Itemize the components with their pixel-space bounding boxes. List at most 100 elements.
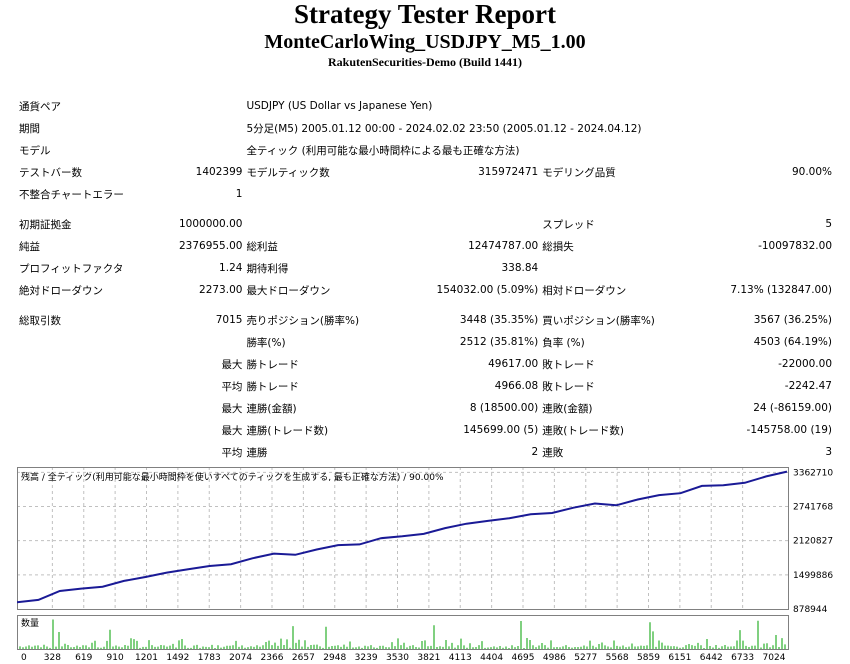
spread-label: スプレッド — [542, 218, 595, 231]
volume-panel-border — [17, 615, 789, 650]
model-label: モデル — [19, 144, 51, 157]
avg-cons-losses-label: 連敗 — [542, 446, 564, 459]
row-model: モデル 全ティック (利用可能な最小時間枠による最も正確な方法) — [17, 139, 834, 161]
avg-win-label: 勝トレード — [246, 380, 299, 393]
model-value: 全ティック (利用可能な最小時間枠による最も正確な方法) — [246, 144, 520, 157]
payoff-label: 期待利得 — [246, 262, 289, 275]
largest-loss-label: 敗トレード — [542, 358, 595, 371]
period-value: 5分足(M5) 2005.01.12 00:00 - 2024.02.02 23… — [246, 122, 642, 135]
y-tick-label: 1499886 — [793, 571, 833, 581]
gross-profit-label: 総利益 — [246, 240, 278, 253]
y-tick-label: 2741768 — [793, 503, 833, 513]
row-deposit: 初期証拠金 1000000.00 スプレッド 5 — [17, 213, 834, 235]
avg-cons-wins-label: 連勝 — [246, 446, 268, 459]
x-tick-label: 2657 — [292, 653, 315, 663]
avg-cons-prefix: 平均 — [221, 446, 243, 459]
row-avg-cons: 平均 連勝 2 連敗 3 — [17, 441, 834, 463]
cons-wins-money-value: 8 (18500.00) — [469, 402, 539, 414]
ticks-label: モデルティック数 — [246, 166, 330, 179]
x-tick-label: 6442 — [700, 653, 723, 663]
row-average: 平均 勝トレード 4966.08 敗トレード -2242.47 — [17, 375, 834, 397]
row-win-loss: 勝率(%) 2512 (35.81%) 負率 (%) 4503 (64.19%) — [17, 331, 834, 353]
x-tick-label: 619 — [75, 653, 92, 663]
cons-losses-money-label: 連敗(金額) — [542, 402, 593, 415]
long-value: 3567 (36.25%) — [753, 314, 832, 326]
total-trades-label: 総取引数 — [19, 314, 61, 327]
x-tick-label: 4986 — [543, 653, 566, 663]
x-tick-label: 1492 — [166, 653, 189, 663]
volume-bars — [19, 619, 786, 649]
cons-losses-count-label: 連敗(トレード数) — [542, 424, 624, 437]
errors-value: 1 — [235, 188, 243, 200]
x-tick-label: 4113 — [449, 653, 472, 663]
loss-pct-label: 負率 (%) — [542, 336, 585, 349]
spread-value: 5 — [825, 218, 832, 230]
quality-label: モデリング品質 — [542, 166, 616, 179]
avg-loss-value: -2242.47 — [784, 380, 832, 392]
net-value: 2376955.00 — [178, 240, 243, 252]
quality-value: 90.00% — [791, 166, 832, 178]
win-pct-label: 勝率(%) — [246, 336, 286, 349]
stats-table: 通貨ペア USDJPY (US Dollar vs Japanese Yen) … — [17, 95, 834, 463]
x-tick-label: 328 — [44, 653, 61, 663]
abs-dd-label: 絶対ドローダウン — [19, 284, 103, 297]
ticks-value: 315972471 — [478, 166, 539, 178]
report-title: Strategy Tester Report — [294, 0, 556, 29]
largest-loss-value: -22000.00 — [778, 358, 832, 370]
balance-line — [17, 470, 788, 604]
y-axis-ticks: 3362710 2741768 2120827 1499886 878944 — [793, 468, 833, 615]
gross-profit-value: 12474787.00 — [468, 240, 539, 252]
y-tick-label: 2120827 — [793, 537, 833, 547]
x-tick-label: 5568 — [606, 653, 629, 663]
long-label: 買いポジション(勝率%) — [542, 314, 655, 327]
total-trades-value: 7015 — [215, 314, 243, 326]
cons-wins-count-value: 145699.00 (5) — [463, 424, 539, 436]
server-name: RakutenSecurities-Demo (Build 1441) — [328, 55, 522, 69]
avg-cons-losses-value: 3 — [825, 446, 832, 458]
loss-pct-value: 4503 (64.19%) — [753, 336, 832, 348]
cons-money-prefix: 最大 — [221, 402, 243, 415]
x-tick-label: 5277 — [574, 653, 597, 663]
symbol-value: USDJPY (US Dollar vs Japanese Yen) — [246, 100, 433, 112]
largest-win-label: 勝トレード — [246, 358, 299, 371]
row-drawdown: 絶対ドローダウン 2273.00 最大ドローダウン 154032.00 (5.0… — [17, 279, 834, 301]
x-tick-label: 6733 — [731, 653, 754, 663]
largest-prefix: 最大 — [221, 358, 243, 371]
x-tick-label: 4695 — [512, 653, 535, 663]
largest-win-value: 49617.00 — [488, 358, 539, 370]
rel-dd-label: 相対ドローダウン — [542, 284, 627, 297]
row-symbol: 通貨ペア USDJPY (US Dollar vs Japanese Yen) — [17, 95, 834, 117]
x-tick-label: 0 — [21, 653, 27, 663]
row-largest: 最大 勝トレード 49617.00 敗トレード -22000.00 — [17, 353, 834, 375]
avg-loss-label: 敗トレード — [542, 380, 595, 393]
abs-dd-value: 2273.00 — [199, 284, 243, 296]
x-tick-label: 6151 — [668, 653, 691, 663]
x-axis-ticks: 0 328 619 910 1201 1492 1783 2074 2366 2657 2948 32… — [21, 653, 786, 663]
x-tick-label: 3239 — [355, 653, 378, 663]
x-tick-label: 3530 — [386, 653, 409, 663]
cons-wins-count-label: 連勝(トレード数) — [246, 424, 329, 437]
gross-loss-value: -10097832.00 — [758, 240, 832, 252]
avg-win-value: 4966.08 — [494, 380, 539, 392]
x-tick-label: 2366 — [261, 653, 284, 663]
period-label: 期間 — [19, 122, 40, 135]
short-label: 売りポジション(勝率%) — [246, 314, 360, 327]
net-label: 純益 — [19, 240, 40, 253]
errors-label: 不整合チャートエラー — [19, 188, 124, 201]
cons-losses-money-value: 24 (-86159.00) — [753, 402, 832, 414]
x-tick-label: 1201 — [135, 653, 158, 663]
row-bars: テストバー数 1402399 モデルティック数 315972471 モデリング品… — [17, 161, 834, 183]
deposit-label: 初期証拠金 — [19, 218, 72, 231]
row-cons-money: 最大 連勝(金額) 8 (18500.00) 連敗(金額) 24 (-86159… — [17, 397, 834, 419]
balance-chart: 残高 / 全ティック(利用可能な最小時間枠を使いすべてのティックを生成する, 最… — [17, 467, 833, 663]
average-prefix: 平均 — [221, 380, 243, 393]
win-pct-value: 2512 (35.81%) — [459, 336, 539, 348]
volume-label: 数量 — [21, 617, 39, 629]
x-tick-label: 2074 — [229, 653, 252, 663]
x-tick-label: 1783 — [198, 653, 221, 663]
balance-panel-border — [17, 467, 789, 610]
y-tick-label: 3362710 — [793, 468, 833, 478]
x-tick-label: 4404 — [480, 653, 503, 663]
gross-loss-label: 総損失 — [542, 240, 574, 253]
cons-wins-money-label: 連勝(金額) — [246, 402, 297, 415]
